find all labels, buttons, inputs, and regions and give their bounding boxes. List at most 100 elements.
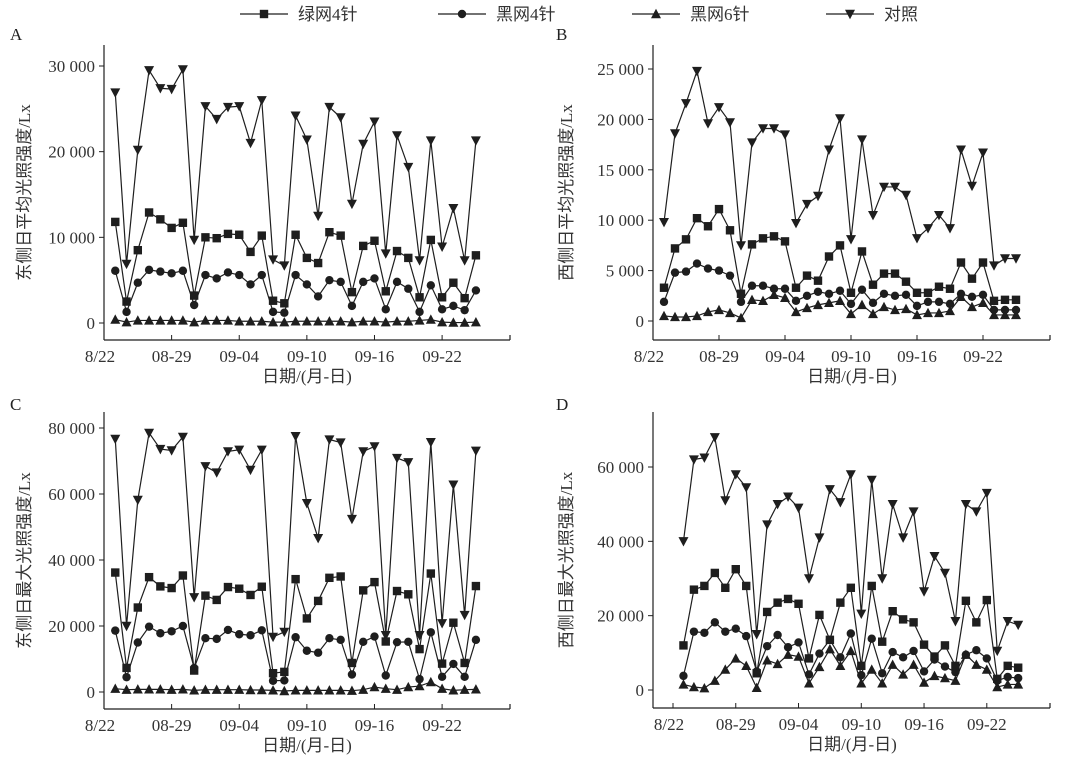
- x-axis-label: 日期/(月-日): [262, 367, 352, 386]
- data-point: [110, 314, 121, 324]
- data-point: [471, 251, 481, 260]
- data-point: [144, 572, 154, 582]
- data-point: [934, 210, 944, 221]
- data-point: [336, 635, 345, 645]
- data-point: [857, 247, 867, 256]
- data-point: [710, 618, 720, 627]
- data-point: [290, 685, 301, 695]
- data-point: [380, 683, 391, 693]
- y-tick-label: 20 000: [597, 607, 644, 626]
- y-tick-label: 60 000: [48, 485, 95, 504]
- data-point: [692, 259, 702, 268]
- data-point: [335, 316, 346, 326]
- data-point: [381, 287, 390, 296]
- data-point: [189, 235, 200, 246]
- series-circle: [659, 259, 1021, 315]
- data-point: [177, 684, 188, 694]
- data-point: [222, 102, 233, 113]
- data-point: [359, 586, 368, 595]
- data-point: [167, 627, 176, 636]
- data-point: [762, 641, 772, 651]
- data-point: [802, 199, 812, 210]
- data-point: [392, 684, 403, 694]
- data-point: [679, 671, 688, 681]
- data-point: [324, 435, 335, 445]
- data-point: [751, 630, 762, 640]
- data-point: [404, 253, 413, 263]
- data-point: [824, 297, 834, 308]
- data-point: [132, 495, 143, 506]
- data-point: [460, 293, 469, 303]
- x-axis-label: 日期/(月-日): [807, 367, 897, 386]
- data-point: [742, 631, 751, 641]
- y-axis-label: 西侧日最大光照强度/Lx: [557, 471, 576, 648]
- data-point: [234, 445, 245, 455]
- data-point: [835, 660, 846, 671]
- data-point: [426, 628, 436, 637]
- data-point: [392, 277, 402, 287]
- data-point: [200, 462, 211, 472]
- data-point: [268, 668, 278, 678]
- data-point: [901, 303, 911, 314]
- data-point: [223, 625, 233, 635]
- data-point: [425, 676, 436, 687]
- data-point: [166, 315, 177, 325]
- data-point: [939, 672, 950, 683]
- data-point: [155, 684, 166, 694]
- data-point: [122, 297, 131, 306]
- data-point: [835, 114, 845, 124]
- data-point: [415, 644, 424, 654]
- y-tick-label: 10 000: [597, 211, 644, 230]
- legend-marker-triangle-up: [651, 8, 661, 19]
- data-point: [803, 678, 814, 688]
- data-point: [879, 269, 889, 278]
- legend-marker-circle: [457, 9, 467, 19]
- data-point: [877, 574, 888, 584]
- data-point: [381, 305, 390, 314]
- x-tick-label: 09-22: [963, 347, 1003, 366]
- y-tick-label: 5 000: [606, 262, 644, 281]
- data-point: [824, 145, 834, 155]
- data-point: [212, 634, 221, 644]
- y-tick-label: 30 000: [48, 57, 95, 76]
- data-point: [972, 646, 981, 655]
- data-point: [919, 677, 930, 687]
- data-point: [335, 685, 346, 695]
- x-tick-label: 09-22: [422, 347, 462, 366]
- data-point: [325, 634, 334, 643]
- data-point: [302, 614, 312, 623]
- data-point: [794, 599, 803, 608]
- data-point: [246, 280, 255, 289]
- data-point: [279, 316, 290, 327]
- data-point: [972, 618, 981, 627]
- x-tick-label: 09-04: [219, 716, 259, 735]
- data-point: [245, 465, 256, 476]
- data-point: [133, 245, 143, 255]
- data-point: [857, 135, 867, 145]
- data-point: [981, 488, 992, 499]
- data-point: [956, 258, 966, 267]
- data-point: [887, 499, 898, 510]
- data-point: [934, 282, 944, 291]
- data-point: [404, 284, 413, 293]
- data-point: [156, 582, 165, 591]
- data-point: [313, 316, 324, 326]
- data-point: [679, 641, 688, 650]
- data-point: [132, 684, 143, 694]
- y-axis-label: 西侧日平均光照强度/Lx: [557, 104, 576, 281]
- data-point: [879, 301, 889, 312]
- data-point: [268, 632, 279, 643]
- data-point: [111, 266, 120, 275]
- data-point: [189, 663, 199, 673]
- data-point: [459, 317, 470, 327]
- data-point: [888, 607, 897, 616]
- data-point: [426, 235, 436, 245]
- data-point: [448, 685, 459, 695]
- data-point: [773, 598, 782, 607]
- data-point: [359, 277, 368, 287]
- data-point: [235, 270, 244, 280]
- data-point: [845, 645, 856, 656]
- data-point: [189, 685, 200, 695]
- data-point: [887, 659, 898, 669]
